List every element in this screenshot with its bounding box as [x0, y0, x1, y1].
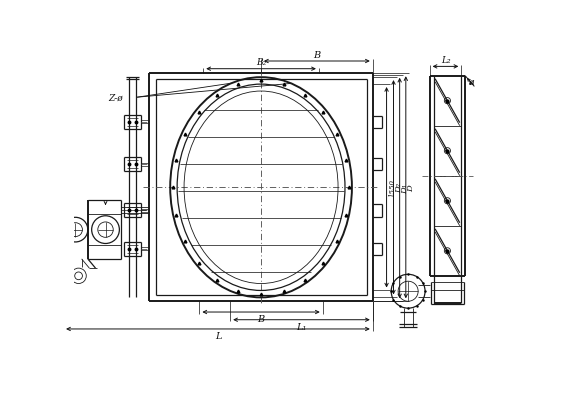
Text: L: L	[215, 332, 221, 340]
Text: L₂: L₂	[441, 56, 450, 65]
Text: D₁: D₁	[401, 183, 409, 194]
Text: D₂: D₂	[395, 183, 403, 193]
Text: B: B	[258, 315, 264, 323]
Text: 1550: 1550	[388, 179, 396, 197]
Text: D: D	[407, 185, 415, 191]
Text: a: a	[469, 78, 475, 87]
Text: L₁: L₁	[296, 322, 307, 331]
Text: B: B	[313, 50, 320, 59]
Text: Z-ø: Z-ø	[108, 93, 123, 102]
Text: B₂: B₂	[256, 58, 266, 67]
